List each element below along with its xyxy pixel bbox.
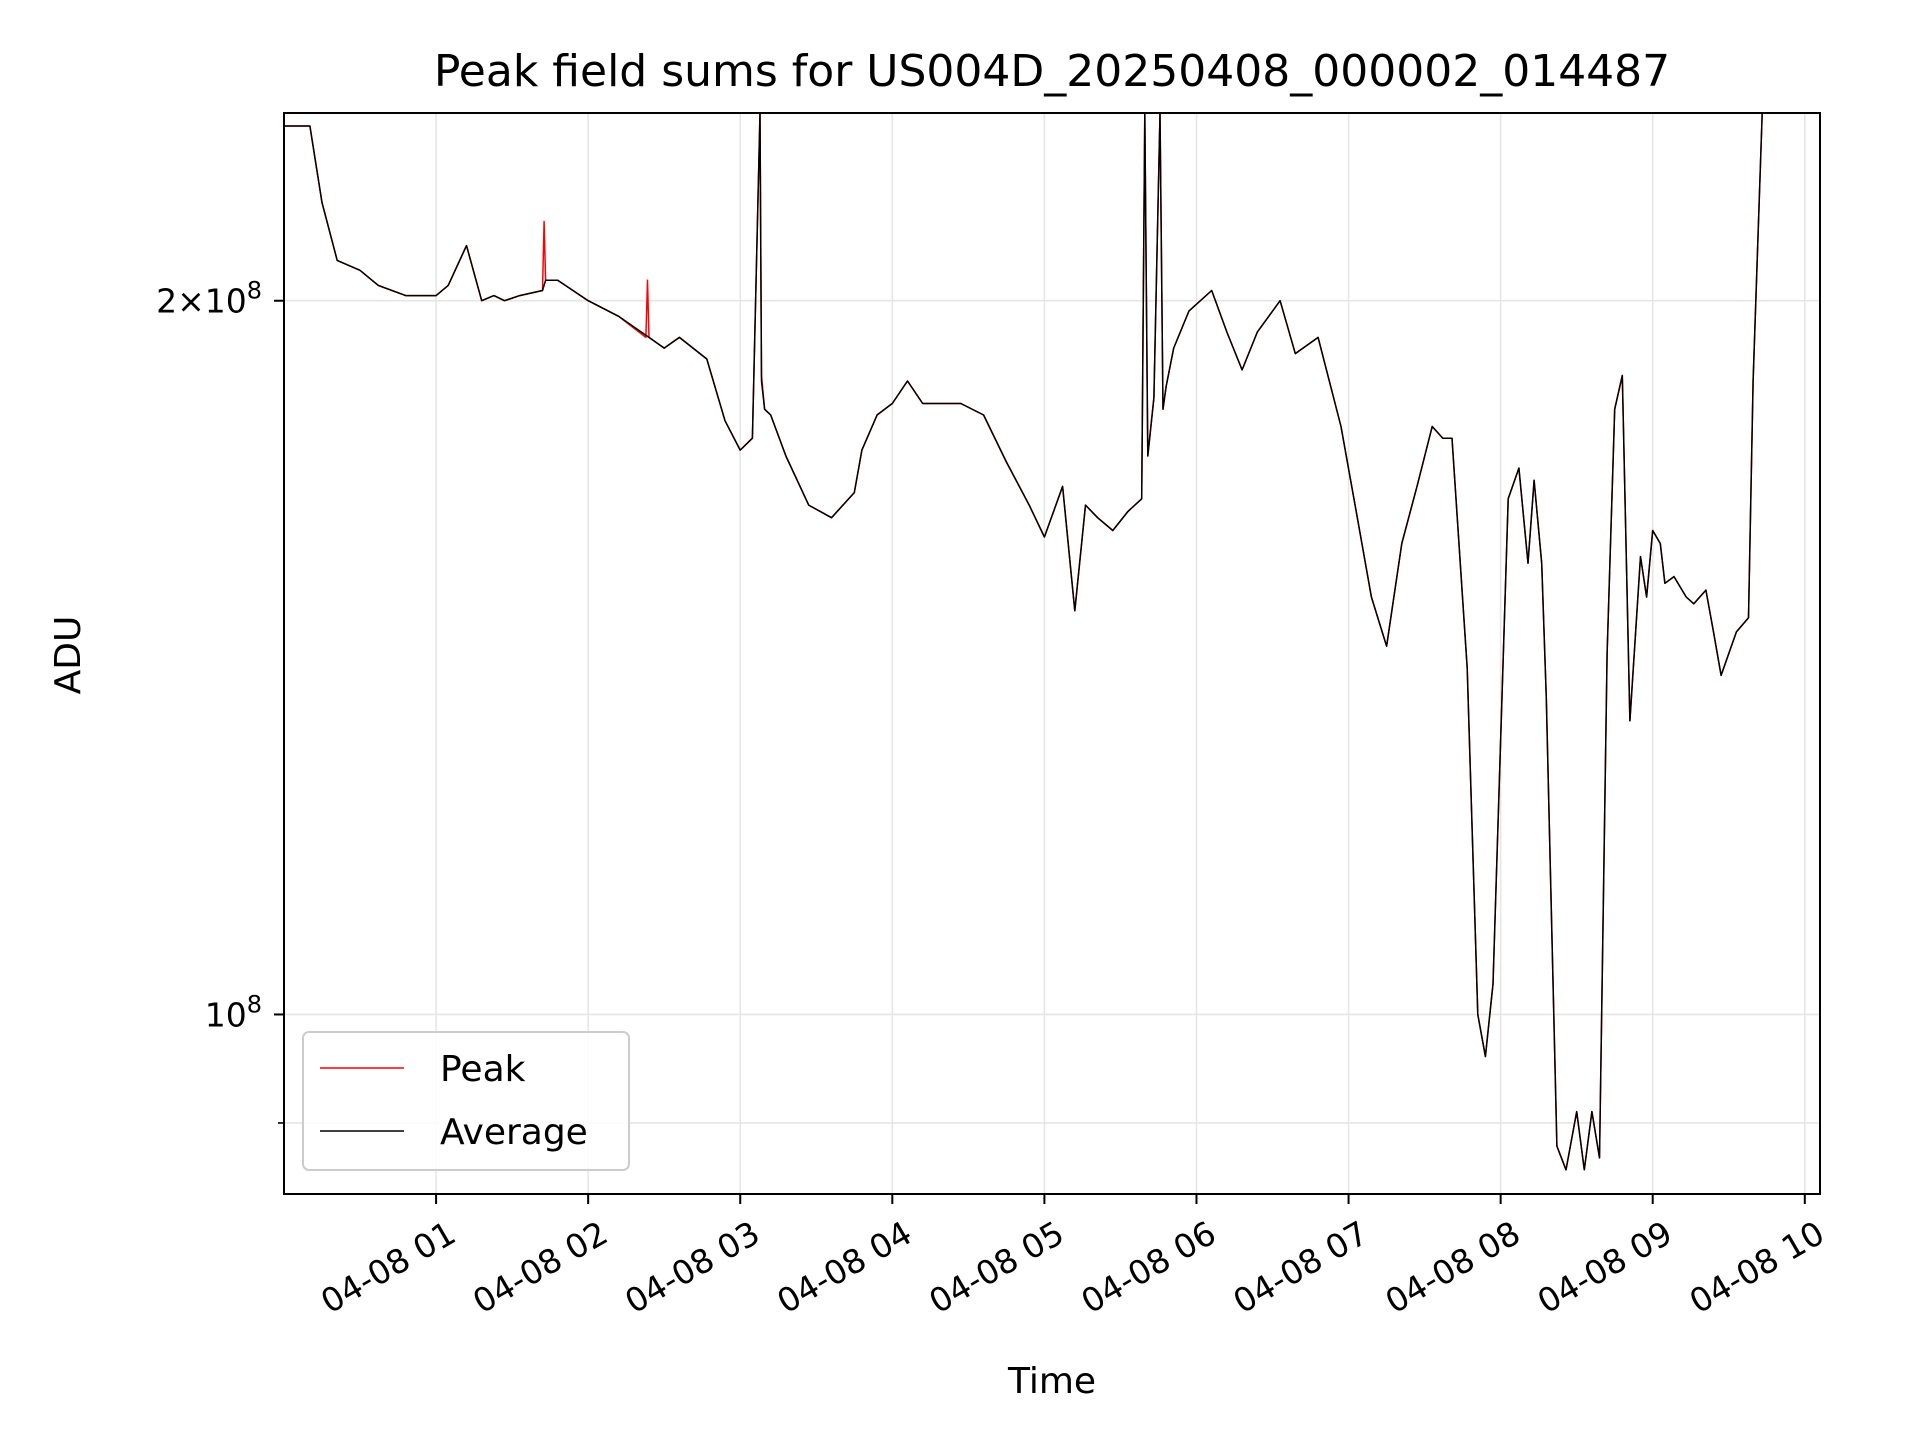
legend: Peak Average bbox=[302, 1031, 630, 1171]
x-axis-label: Time bbox=[1007, 1361, 1096, 1402]
series-layer bbox=[284, 113, 1805, 1171]
legend-average-label: Average bbox=[440, 1112, 588, 1153]
legend-peak-label: Peak bbox=[440, 1049, 526, 1090]
legend-box bbox=[302, 1031, 630, 1171]
plot-frame bbox=[283, 112, 1821, 1195]
grid-layer bbox=[284, 113, 1820, 1194]
chart-title: Peak field sums for US004D_20250408_0000… bbox=[434, 46, 1670, 97]
y-tick-label: 2×108 bbox=[156, 277, 262, 321]
y-axis-label: ADU bbox=[48, 616, 89, 695]
series-line-average bbox=[284, 113, 1805, 1171]
y-tick-label: 108 bbox=[205, 990, 262, 1034]
